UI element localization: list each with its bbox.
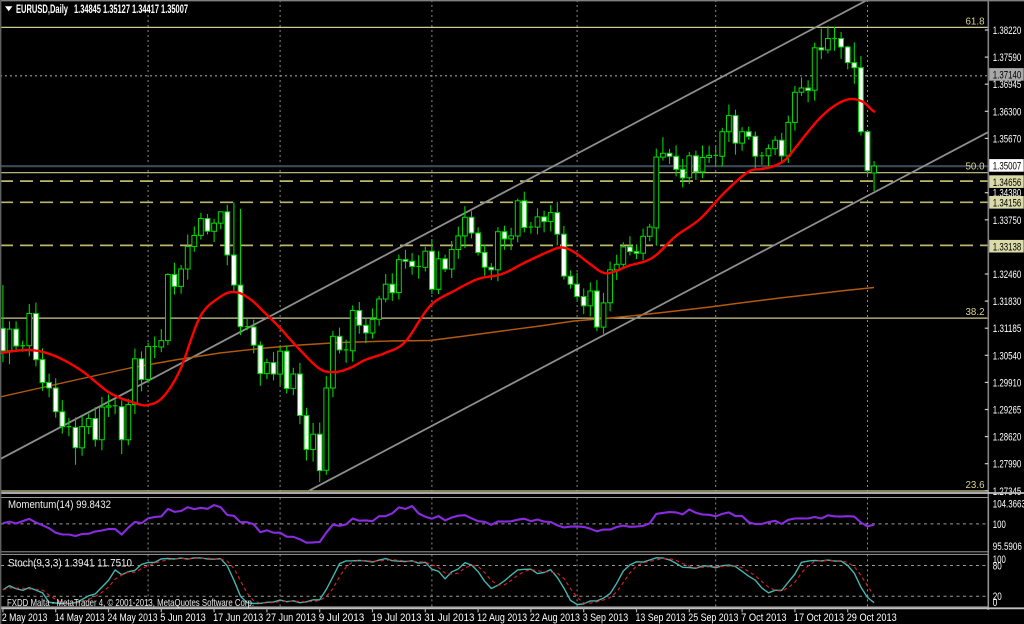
svg-text:38.2: 38.2 [966, 306, 985, 318]
svg-text:95.5906: 95.5906 [993, 541, 1022, 553]
svg-text:80: 80 [993, 561, 1002, 573]
svg-text:1.27345: 1.27345 [993, 486, 1022, 498]
svg-text:Stoch(9,3,3) 1.3941 11.7510: Stoch(9,3,3) 1.3941 11.7510 [8, 558, 132, 570]
svg-text:1.30540: 1.30540 [993, 350, 1022, 362]
svg-text:17 Oct 2013: 17 Oct 2013 [794, 612, 844, 624]
svg-text:1.32460: 1.32460 [993, 269, 1022, 281]
svg-text:1.38220: 1.38220 [993, 25, 1022, 37]
svg-text:EURUSD,Daily: EURUSD,Daily [16, 4, 68, 16]
svg-text:1.28620: 1.28620 [993, 432, 1022, 444]
svg-text:1.37140: 1.37140 [993, 70, 1022, 82]
svg-text:50.0: 50.0 [966, 161, 985, 173]
svg-text:1.33750: 1.33750 [993, 215, 1022, 227]
svg-text:1.31185: 1.31185 [993, 323, 1022, 335]
svg-text:104.3663: 104.3663 [993, 498, 1024, 510]
svg-text:1.33138: 1.33138 [993, 241, 1022, 253]
svg-text:1.27990: 1.27990 [993, 459, 1022, 471]
svg-text:14 May 2013: 14 May 2013 [55, 612, 105, 624]
svg-text:0: 0 [993, 597, 998, 609]
svg-text:3 Sep 2013: 3 Sep 2013 [583, 612, 629, 624]
svg-text:12 Aug 2013: 12 Aug 2013 [477, 612, 527, 624]
svg-text:7 Oct 2013: 7 Oct 2013 [741, 612, 787, 624]
svg-text:1.31830: 1.31830 [993, 296, 1022, 308]
svg-text:1.29910: 1.29910 [993, 377, 1022, 389]
svg-text:1.36945: 1.36945 [993, 79, 1022, 91]
svg-text:1.35007: 1.35007 [993, 161, 1022, 173]
svg-text:22 Aug 2013: 22 Aug 2013 [530, 612, 580, 624]
svg-text:23.6: 23.6 [966, 479, 985, 491]
svg-text:5 Jun 2013: 5 Jun 2013 [160, 612, 206, 624]
svg-text:19 Jul 2013: 19 Jul 2013 [372, 612, 422, 624]
svg-text:1.34656: 1.34656 [993, 177, 1022, 189]
svg-text:1.36300: 1.36300 [993, 106, 1022, 118]
svg-text:17 Jun 2013: 17 Jun 2013 [213, 612, 263, 624]
svg-text:25 Sep 2013: 25 Sep 2013 [688, 612, 738, 624]
svg-text:Momentum(14) 99.8432: Momentum(14) 99.8432 [8, 499, 111, 511]
svg-text:29 Oct 2013: 29 Oct 2013 [847, 612, 897, 624]
svg-text:27 Jun 2013: 27 Jun 2013 [266, 612, 316, 624]
svg-text:20: 20 [993, 591, 1002, 603]
svg-text:1.34845 1.35127 1.34417 1.3500: 1.34845 1.35127 1.34417 1.35007 [74, 4, 188, 16]
svg-text:FXDD Malta - MetaTrader 4, © 2: FXDD Malta - MetaTrader 4, © 2001-2013, … [7, 597, 254, 609]
svg-text:1.35670: 1.35670 [993, 133, 1022, 145]
svg-text:9 Jul 2013: 9 Jul 2013 [319, 612, 365, 624]
svg-text:61.8: 61.8 [966, 15, 985, 27]
svg-text:100: 100 [993, 554, 1006, 566]
svg-text:1.34156: 1.34156 [993, 198, 1022, 210]
svg-text:100: 100 [993, 519, 1006, 531]
svg-text:1.37590: 1.37590 [993, 52, 1022, 64]
svg-text:1.29265: 1.29265 [993, 405, 1022, 417]
svg-text:13 Sep 2013: 13 Sep 2013 [636, 612, 686, 624]
svg-text:24 May 2013: 24 May 2013 [108, 612, 158, 624]
svg-text:2 May 2013: 2 May 2013 [2, 612, 48, 624]
svg-text:31 Jul 2013: 31 Jul 2013 [424, 612, 474, 624]
